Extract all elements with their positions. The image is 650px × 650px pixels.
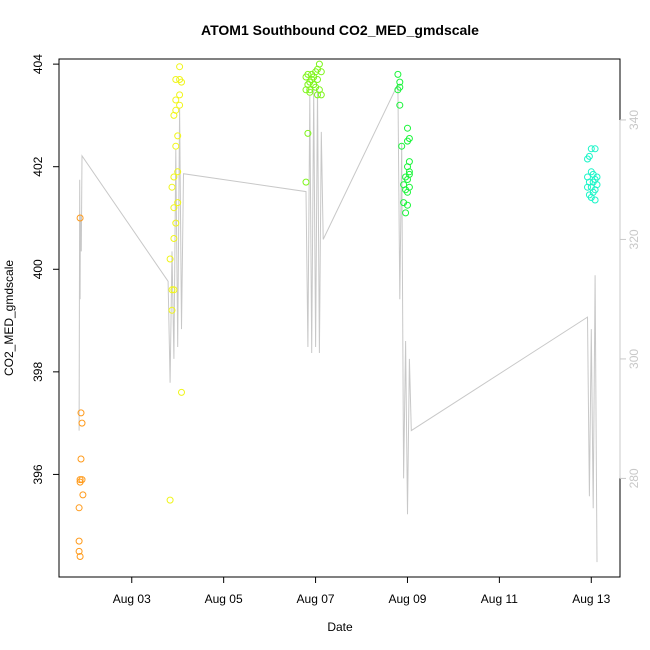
- data-point: [166, 496, 174, 504]
- data-point: [302, 73, 310, 81]
- data-point: [76, 476, 84, 484]
- data-point: [585, 152, 593, 160]
- line-series: [78, 83, 598, 563]
- data-point: [176, 91, 184, 99]
- data-point: [306, 78, 314, 86]
- line-series-layer: [78, 83, 598, 563]
- y-tick-label: 400: [31, 259, 45, 279]
- data-point: [176, 63, 184, 71]
- data-point: [317, 68, 325, 76]
- data-point: [170, 235, 178, 242]
- x-tick-label: Aug 09: [388, 592, 426, 606]
- data-point: [168, 306, 176, 314]
- x-tick-label: Aug 07: [297, 592, 335, 606]
- y-tick-label: 398: [31, 362, 45, 382]
- data-point: [172, 106, 180, 114]
- y-axis-label: CO2_MED_gmdscale: [2, 260, 16, 376]
- data-point: [174, 132, 182, 140]
- data-point: [166, 255, 174, 263]
- y2-tick-label: 280: [627, 468, 641, 488]
- data-point: [78, 476, 86, 484]
- data-point: [78, 419, 86, 427]
- data-point: [404, 201, 411, 209]
- data-point: [174, 168, 182, 176]
- data-point: [170, 204, 178, 212]
- data-point: [396, 101, 404, 109]
- x-tick-label: Aug 11: [481, 592, 518, 606]
- data-point: [404, 188, 411, 196]
- data-point: [587, 145, 595, 153]
- y-tick-label: 396: [31, 464, 45, 484]
- data-point: [306, 86, 314, 94]
- data-point: [75, 504, 83, 512]
- data-point: [178, 78, 185, 86]
- data-point: [302, 178, 310, 186]
- data-point: [170, 286, 178, 294]
- data-point: [402, 209, 410, 217]
- points-layer: [75, 60, 601, 560]
- x-axis-label: Date: [327, 620, 353, 634]
- data-point: [306, 88, 314, 96]
- data-point: [317, 91, 325, 99]
- data-point: [396, 78, 404, 86]
- data-point: [394, 70, 402, 78]
- chart-title: ATOM1 Southbound CO2_MED_gmdscale: [201, 22, 479, 38]
- data-point: [398, 142, 406, 150]
- data-point: [174, 199, 182, 207]
- data-point: [178, 388, 185, 396]
- data-point: [77, 455, 85, 463]
- data-point: [75, 547, 83, 555]
- data-point: [404, 124, 411, 132]
- data-point: [176, 101, 184, 109]
- x-tick-label: Aug 13: [572, 592, 610, 606]
- x-tick-label: Aug 03: [113, 592, 151, 606]
- data-point: [172, 76, 180, 83]
- y2-tick-label: 320: [627, 229, 641, 249]
- data-point: [405, 168, 413, 176]
- data-point: [405, 170, 413, 178]
- plot-frame: [58, 58, 621, 578]
- data-point: [172, 142, 180, 150]
- data-point: [404, 137, 411, 145]
- data-point: [315, 60, 323, 68]
- y2-tick-label: 300: [627, 349, 641, 369]
- data-point: [172, 96, 180, 104]
- data-point: [76, 553, 84, 560]
- data-point: [591, 196, 599, 204]
- data-point: [77, 409, 85, 417]
- data-point: [79, 491, 87, 499]
- data-point: [168, 183, 176, 191]
- data-point: [394, 86, 402, 94]
- data-point: [584, 183, 591, 191]
- data-point: [75, 537, 83, 545]
- x-tick-label: Aug 05: [205, 592, 243, 606]
- y-tick-label: 404: [31, 54, 45, 74]
- data-point: [76, 214, 84, 222]
- y-tick-label: 402: [31, 156, 45, 176]
- data-point: [172, 219, 180, 227]
- data-point: [591, 145, 599, 153]
- data-point: [314, 76, 321, 83]
- axes-layer: Aug 03 Aug 05 Aug 07 Aug 09 Aug 11 Aug 13 396 3…: [31, 54, 641, 606]
- data-point: [168, 286, 176, 294]
- data-point: [170, 173, 178, 181]
- y2-tick-label: 340: [627, 110, 641, 130]
- data-point: [304, 129, 312, 137]
